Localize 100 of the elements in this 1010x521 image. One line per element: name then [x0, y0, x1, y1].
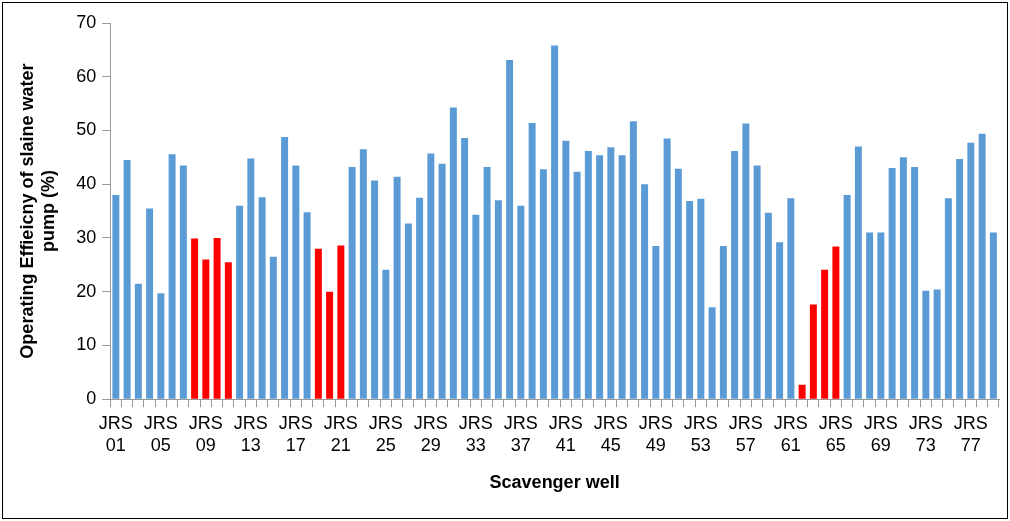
bar — [629, 121, 637, 399]
bar — [641, 184, 649, 399]
y-tick-label: 20 — [76, 280, 97, 301]
x-tick-label: JRS 21 — [323, 412, 358, 455]
bar — [404, 223, 412, 399]
x-tick-label: JRS 41 — [548, 412, 583, 455]
x-tick-label: JRS 49 — [638, 412, 673, 455]
x-tick-label: JRS 29 — [413, 412, 448, 455]
y-tick-label: 0 — [86, 388, 97, 409]
bar — [866, 232, 874, 399]
bar — [888, 168, 896, 399]
bar — [292, 165, 300, 399]
bar — [314, 248, 322, 399]
bar — [933, 289, 941, 399]
bar — [382, 269, 390, 399]
bar — [539, 169, 547, 399]
x-tick-label: JRS 69 — [863, 412, 898, 455]
x-tick-label: JRS 37 — [503, 412, 538, 455]
bar — [832, 246, 840, 399]
bar — [191, 238, 199, 399]
x-tick-label: JRS 13 — [233, 412, 268, 455]
x-axis-title: Scavenger well — [489, 472, 620, 493]
bar — [798, 384, 806, 399]
bar — [562, 140, 570, 399]
bar — [337, 245, 345, 399]
bar — [843, 194, 851, 399]
y-tick-label: 40 — [76, 173, 97, 194]
bar — [472, 214, 480, 399]
bar — [146, 208, 154, 399]
bar — [303, 212, 311, 399]
x-tick-label: JRS 01 — [98, 412, 133, 455]
bar — [112, 194, 120, 399]
bar — [517, 205, 525, 399]
bar — [371, 180, 379, 399]
y-tick-label: 60 — [76, 65, 97, 86]
bar — [573, 171, 581, 399]
bar — [179, 165, 187, 399]
x-tick-label: JRS 33 — [458, 412, 493, 455]
bar — [506, 60, 514, 399]
bar — [944, 198, 952, 399]
bar — [438, 163, 446, 399]
bar — [134, 283, 142, 399]
bar — [348, 167, 356, 399]
bar — [584, 150, 592, 399]
bar — [393, 176, 401, 399]
x-tick-label: JRS 77 — [953, 412, 988, 455]
bar — [686, 200, 694, 399]
y-axis-title: Operating Effieicny of slaine water pump (%) — [16, 63, 59, 359]
bar — [494, 200, 502, 399]
bar — [551, 45, 559, 399]
bar — [821, 269, 829, 399]
bar — [877, 232, 885, 399]
bar — [719, 246, 727, 399]
bar — [753, 165, 761, 399]
bar — [663, 138, 671, 399]
bar — [911, 167, 919, 399]
bar — [618, 155, 626, 399]
x-tick-label: JRS 53 — [683, 412, 718, 455]
bar — [978, 133, 986, 399]
bar — [809, 304, 817, 399]
bar — [269, 256, 277, 399]
x-tick-label: JRS 65 — [818, 412, 853, 455]
bar — [967, 142, 975, 399]
bar — [528, 122, 536, 399]
bar — [224, 262, 232, 399]
x-tick-label: JRS 45 — [593, 412, 628, 455]
bar — [652, 246, 660, 399]
x-tick-label: JRS 57 — [728, 412, 763, 455]
bar — [236, 205, 244, 399]
y-tick-label: 30 — [76, 226, 97, 247]
y-tick-label: 10 — [76, 334, 97, 355]
x-tick-label: JRS 05 — [143, 412, 178, 455]
bar — [449, 107, 457, 399]
bar — [787, 198, 795, 399]
bar — [483, 167, 491, 399]
bar — [899, 157, 907, 399]
bar — [764, 212, 772, 399]
bar — [202, 259, 210, 399]
x-tick-label: JRS 09 — [188, 412, 223, 455]
bar — [742, 123, 750, 399]
bar — [258, 197, 266, 399]
bar — [697, 198, 705, 399]
bar — [326, 291, 334, 399]
x-tick-label: JRS 17 — [278, 412, 313, 455]
bar — [776, 242, 784, 399]
bar — [359, 149, 367, 399]
x-tick-label: JRS 73 — [908, 412, 943, 455]
bar — [708, 307, 716, 399]
bar — [731, 150, 739, 399]
bar — [427, 153, 435, 399]
bar — [281, 136, 289, 399]
bar — [168, 154, 176, 399]
bar — [123, 160, 131, 399]
bar — [674, 168, 682, 399]
bar — [989, 232, 997, 399]
bar — [922, 290, 930, 399]
y-tick-label: 70 — [76, 11, 97, 32]
y-tick-label: 50 — [76, 119, 97, 140]
bar — [461, 138, 469, 399]
bar — [854, 146, 862, 399]
